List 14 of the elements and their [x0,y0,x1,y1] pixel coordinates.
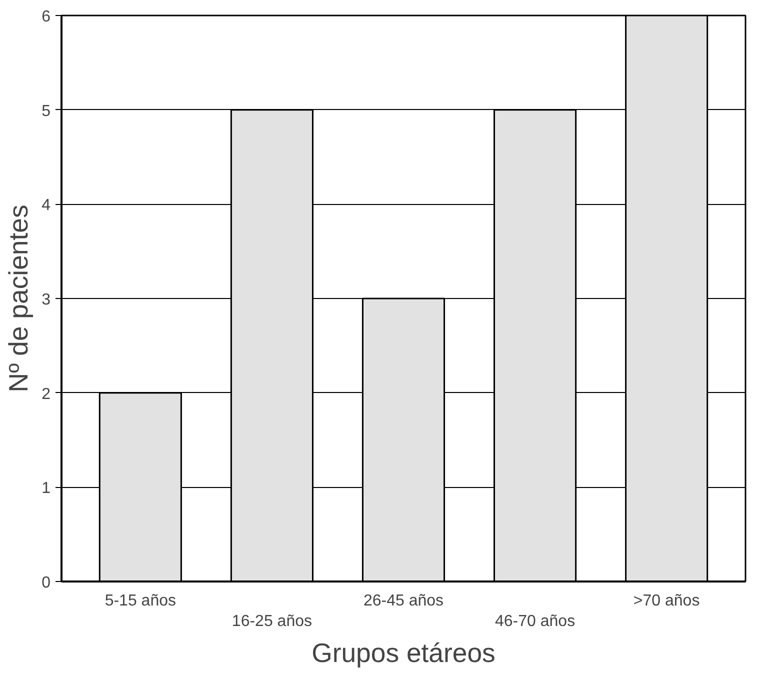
y-tick-label: 5 [42,102,51,120]
x-tick-label: 5-15 años [104,592,176,610]
x-tick-label: 26-45 años [363,592,444,610]
x-axis-title: Grupos etáreos [312,638,496,668]
y-tick-label: 6 [42,8,51,26]
y-tick-label: 1 [42,480,51,498]
y-tick-label: 2 [42,386,51,403]
y-axis-title: Nº de pacientes [4,204,34,392]
y-tick-label: 4 [42,197,51,214]
x-tick-label: 16-25 años [232,612,312,630]
y-tick-label: 3 [42,292,51,308]
x-tick-label: >70 años [633,592,700,610]
y-tick-label: 0 [42,574,51,592]
x-tick-label: 46-70 años [495,612,576,630]
